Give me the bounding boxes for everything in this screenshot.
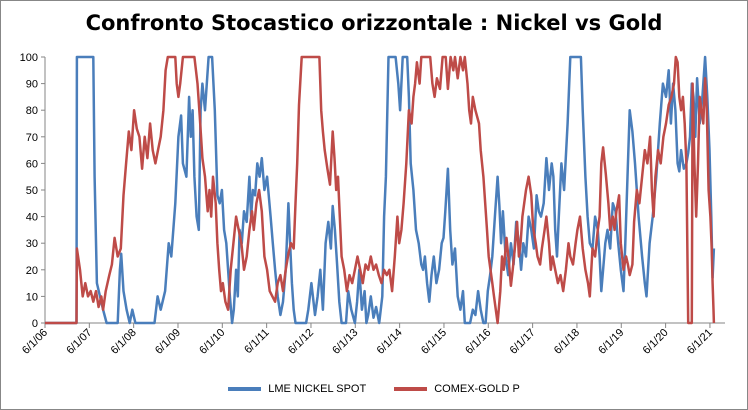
y-tick-label: 40 [26,212,38,224]
legend: LME NICKEL SPOT COMEX-GOLD P [1,383,747,395]
chart-title: Confronto Stocastico orizzontale : Nicke… [85,11,663,35]
y-tick-label: 100 [20,52,38,64]
x-tick-label: 6/1/16 [463,327,493,357]
legend-swatch-gold [394,387,428,391]
x-tick-label: 6/1/21 [685,327,715,357]
x-tick-label: 6/1/20 [641,327,671,357]
y-tick-label: 70 [26,132,38,144]
y-tick-group: 0 10 20 30 40 50 60 70 80 90 100 [20,52,45,330]
x-tick-label: 6/1/17 [508,327,538,357]
x-tick-group: 6/1/06 6/1/07 6/1/08 6/1/09 6/1/10 6/1/11 6/1/… [20,323,715,357]
x-tick-label: 6/1/15 [419,327,449,357]
y-tick-label: 10 [26,291,38,303]
x-tick-label: 6/1/19 [596,327,626,357]
legend-label-gold: COMEX-GOLD P [434,383,520,395]
y-tick-label: 60 [26,158,38,170]
y-tick-label: 0 [32,318,38,330]
y-tick-label: 50 [26,185,38,197]
y-tick-label: 30 [26,238,38,250]
y-tick-label: 80 [26,105,38,117]
series-line-gold [45,55,716,325]
x-tick-label: 6/1/06 [20,327,50,357]
x-tick-label: 6/1/07 [64,327,94,357]
legend-label-nickel: LME NICKEL SPOT [268,383,367,395]
x-tick-label: 6/1/18 [552,327,582,357]
y-tick-label: 20 [26,265,38,277]
legend-swatch-nickel [228,387,262,391]
series-line-nickel [45,55,716,325]
x-tick-label: 6/1/09 [153,327,183,357]
x-tick-label: 6/1/10 [197,327,227,357]
series-group [45,55,716,325]
legend-item-gold: COMEX-GOLD P [394,383,520,395]
legend-item-nickel: LME NICKEL SPOT [228,383,366,395]
y-tick-label: 90 [26,79,38,91]
x-tick-label: 6/1/11 [242,327,272,357]
x-tick-label: 6/1/13 [330,327,360,357]
x-tick-label: 6/1/12 [286,327,316,357]
x-tick-label: 6/1/08 [109,327,139,357]
x-tick-label: 6/1/14 [375,327,405,357]
